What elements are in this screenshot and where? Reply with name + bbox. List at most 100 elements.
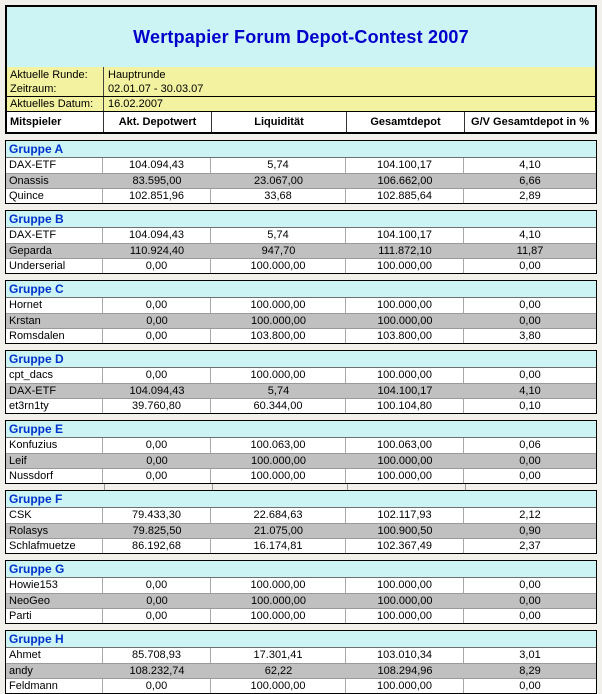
gesamtdepot-cell: 100.000,00 — [346, 368, 464, 383]
liquiditaet-cell: 21.075,00 — [254, 524, 303, 537]
liquiditaet-cell: 100.000,00 — [211, 298, 346, 313]
liquiditaet-cell: 5,74 — [211, 158, 346, 173]
group-block: Gruppe F CSK 79.433,30 22.684,63 102.117… — [5, 490, 597, 554]
group-title: Gruppe D — [9, 352, 64, 366]
player-name-cell: Nussdorf — [6, 469, 103, 483]
player-row: DAX-ETF 104.094,43 5,74 104.100,17 4,10 — [6, 383, 596, 398]
depotwert-cell: 0,00 — [103, 609, 211, 623]
gv-cell: 0,00 — [519, 609, 541, 622]
player-row: Nussdorf 0,00 100.000,00 100.000,00 0,00 — [6, 468, 596, 483]
gv-cell: 2,37 — [519, 539, 541, 552]
info-row-zeitraum: Zeitraum: 02.01.07 - 30.03.07 — [7, 82, 595, 96]
column-header-gesamtdepot: Gesamtdepot — [347, 112, 465, 132]
player-row: cpt_dacs 0,00 100.000,00 100.000,00 0,00 — [6, 368, 596, 383]
depotwert-cell: 79.433,30 — [103, 508, 211, 523]
player-row: Howie153 0,00 100.000,00 100.000,00 0,00 — [6, 578, 596, 593]
gv-cell: 0,00 — [519, 314, 541, 327]
info-value-datum: 16.02.2007 — [108, 98, 164, 110]
page-title: Wertpapier Forum Depot-Contest 2007 — [133, 26, 469, 47]
player-row: Rolasys 79.825,50 21.075,00 100.900,50 0… — [6, 523, 596, 538]
group-header: Gruppe A — [6, 141, 596, 158]
player-name-cell: Quince — [6, 189, 103, 203]
liquiditaet-cell: 100.000,00 — [211, 679, 346, 693]
group-block: Gruppe E Konfuzius 0,00 100.063,00 100.0… — [5, 420, 597, 484]
player-name-cell: et3rn1ty — [6, 399, 103, 413]
depotwert-cell: 0,00 — [103, 298, 211, 313]
group-header: Gruppe H — [6, 631, 596, 648]
liquiditaet-cell: 947,70 — [261, 244, 296, 257]
gv-cell: 0,00 — [519, 594, 541, 607]
player-name-cell: Geparda — [9, 244, 52, 257]
gv-cell: 3,01 — [519, 649, 541, 661]
gv-cell: 4,10 — [519, 159, 541, 171]
gv-cell: 0,00 — [519, 469, 541, 482]
depotwert-cell: 85.708,93 — [103, 648, 211, 663]
group-header: Gruppe G — [6, 561, 596, 578]
player-row: Ahmet 85.708,93 17.301,41 103.010,34 3,0… — [6, 648, 596, 663]
player-name-cell: Romsdalen — [6, 329, 103, 343]
group-block: Gruppe H Ahmet 85.708,93 17.301,41 103.0… — [5, 630, 597, 694]
player-name-cell: NeoGeo — [9, 594, 50, 607]
gesamtdepot-cell: 104.100,17 — [346, 228, 464, 243]
player-row: Parti 0,00 100.000,00 100.000,00 0,00 — [6, 608, 596, 623]
depotwert-cell: 108.232,74 — [129, 664, 185, 677]
depotwert-cell: 0,00 — [146, 454, 168, 467]
gv-cell: 2,89 — [519, 189, 541, 202]
gv-cell: 0,10 — [519, 399, 541, 412]
depotwert-cell: 0,00 — [103, 329, 211, 343]
player-name-cell: DAX-ETF — [6, 158, 103, 173]
gesamtdepot-cell: 100.104,80 — [346, 399, 464, 413]
gv-cell: 11,87 — [516, 244, 544, 257]
liquiditaet-cell: 100.000,00 — [250, 314, 307, 327]
player-name-cell: Konfuzius — [6, 438, 103, 453]
group-header: Gruppe D — [6, 351, 596, 368]
depotwert-cell: 104.094,43 — [129, 384, 185, 397]
player-row: Quince 102.851,96 33,68 102.885,64 2,89 — [6, 188, 596, 203]
gesamtdepot-cell: 108.294,96 — [377, 664, 433, 677]
liquiditaet-cell: 100.000,00 — [211, 259, 346, 273]
group-header: Gruppe C — [6, 281, 596, 298]
player-name-cell: Rolasys — [9, 524, 49, 537]
group-title: Gruppe A — [9, 142, 64, 156]
gesamtdepot-cell: 102.885,64 — [346, 189, 464, 203]
gesamtdepot-cell: 100.000,00 — [346, 679, 464, 693]
gv-cell: 0,00 — [519, 679, 541, 692]
info-label-datum: Aktuelles Datum: — [7, 97, 104, 111]
liquiditaet-cell: 23.067,00 — [254, 174, 303, 187]
player-row: Hornet 0,00 100.000,00 100.000,00 0,00 — [6, 298, 596, 313]
liquiditaet-cell: 5,74 — [267, 384, 290, 397]
info-label-runde: Aktuelle Runde: — [7, 67, 104, 82]
title-band: Wertpapier Forum Depot-Contest 2007 — [7, 7, 595, 67]
gesamtdepot-cell: 100.000,00 — [346, 578, 464, 593]
depotwert-cell: 83.595,00 — [132, 174, 182, 187]
player-row: CSK 79.433,30 22.684,63 102.117,93 2,12 — [6, 508, 596, 523]
player-row: Leif 0,00 100.000,00 100.000,00 0,00 — [6, 453, 596, 468]
player-name-cell: CSK — [6, 508, 103, 523]
group-header: Gruppe B — [6, 211, 596, 228]
gv-cell: 4,10 — [519, 384, 541, 397]
depotwert-cell: 102.851,96 — [103, 189, 211, 203]
liquiditaet-cell: 16.174,81 — [211, 539, 346, 553]
player-name-cell: DAX-ETF — [6, 228, 103, 243]
player-row: andy 108.232,74 62,22 108.294,96 8,29 — [6, 663, 596, 678]
gv-cell: 0,00 — [519, 259, 541, 272]
player-row: Konfuzius 0,00 100.063,00 100.063,00 0,0… — [6, 438, 596, 453]
gv-cell: 0,00 — [519, 369, 541, 381]
column-header-liquiditaet: Liquidität — [212, 112, 347, 132]
gv-cell: 0,06 — [519, 439, 541, 451]
group-title: Gruppe G — [9, 562, 65, 576]
liquiditaet-cell: 100.000,00 — [211, 609, 346, 623]
liquiditaet-cell: 100.000,00 — [211, 368, 346, 383]
info-value-zeitraum: 02.01.07 - 30.03.07 — [108, 83, 204, 95]
liquiditaet-cell: 60.344,00 — [211, 399, 346, 413]
group-header: Gruppe F — [6, 491, 596, 508]
player-row: et3rn1ty 39.760,80 60.344,00 100.104,80 … — [6, 398, 596, 413]
player-name-cell: Parti — [6, 609, 103, 623]
gesamtdepot-cell: 111.872,10 — [378, 244, 432, 257]
player-name-cell: Krstan — [9, 314, 41, 327]
liquiditaet-cell: 100.000,00 — [211, 578, 346, 593]
depotwert-cell: 0,00 — [103, 368, 211, 383]
gv-cell: 3,80 — [519, 329, 541, 342]
player-row: Onassis 83.595,00 23.067,00 106.662,00 6… — [6, 173, 596, 188]
